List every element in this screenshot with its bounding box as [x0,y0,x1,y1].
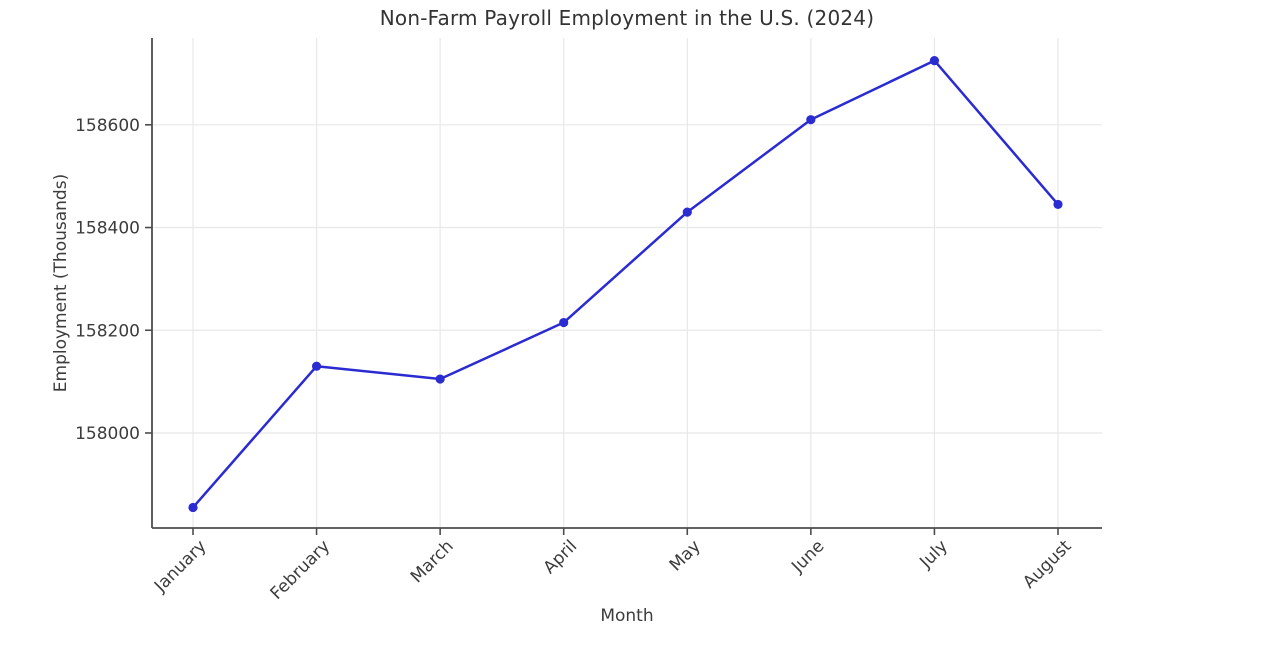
x-tick-label-march: March [407,536,458,587]
x-tick-label-june: June [787,536,828,577]
data-point-february [311,361,322,371]
x-tick-label-july: July [915,536,951,572]
x-tick-label-april: April [540,536,582,578]
employment-line-series [191,59,1060,509]
data-point-april [559,317,569,328]
data-point-july [929,55,940,66]
chart-title: Non-Farm Payroll Employment in the U.S. … [379,6,875,30]
data-point-may [682,207,692,217]
y-tick-label-158200: 158200 [75,321,140,341]
y-tick-label-158000: 158000 [75,424,140,444]
data-point-march [435,374,445,384]
x-axis-title: Month [600,606,654,626]
y-axis-title: Employment (Thousands) [51,173,71,393]
y-tick-label-158600: 158600 [75,116,140,136]
y-tick-label-158400: 158400 [75,219,140,239]
data-point-june [806,115,816,125]
x-tick-label-may: May [666,536,705,575]
x-tick-label-august: August [1019,536,1075,592]
x-tick-label-january: January [150,536,210,596]
x-tick-label-february: February [267,536,334,603]
data-point-january [188,502,198,513]
data-point-august [1053,199,1063,210]
